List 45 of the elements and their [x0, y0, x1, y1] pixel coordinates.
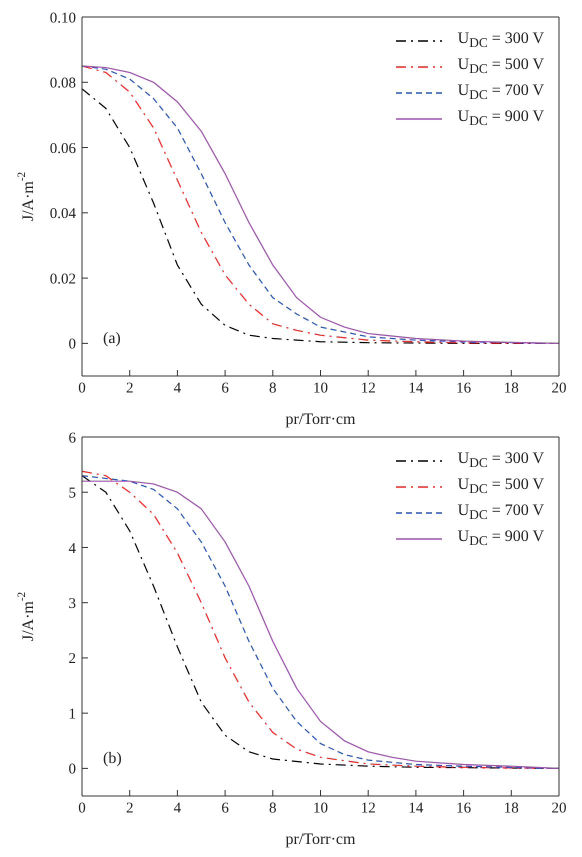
- x-tick-label: 4: [174, 800, 182, 817]
- x-tick-label: 12: [360, 800, 376, 817]
- y-tick-label: 0.06: [50, 140, 76, 157]
- y-tick-label: 1: [68, 706, 76, 722]
- x-tick-label: 20: [552, 380, 566, 397]
- legend-label: U$_{DC}$ = 700 V: [458, 502, 544, 524]
- y-tick-label: 2: [68, 651, 76, 668]
- x-tick-label: 14: [408, 800, 424, 817]
- y-tick-label: 0: [68, 336, 76, 353]
- legend-label: U$_{DC}$ = 500 V: [458, 56, 544, 78]
- x-tick-label: 10: [313, 380, 328, 397]
- legend-label: U$_{DC}$ = 700 V: [458, 82, 544, 104]
- y-tick-label: 0.08: [50, 76, 76, 92]
- annotation: (b): [103, 750, 122, 768]
- x-tick-label: 2: [126, 380, 134, 397]
- y-tick-label: 5: [68, 486, 76, 502]
- x-tick-label: 8: [269, 800, 277, 817]
- x-tick-label: 16: [456, 380, 472, 397]
- x-tick-label: 6: [221, 380, 230, 397]
- y-tick-label: 4: [68, 540, 76, 557]
- x-tick-label: 14: [408, 380, 424, 397]
- x-tick-label: 20: [552, 800, 566, 817]
- x-tick-label: 6: [221, 800, 230, 817]
- y-tick-label: 0.02: [50, 271, 76, 288]
- x-tick-label: 10: [313, 800, 328, 817]
- x-tick-label: 8: [269, 380, 277, 397]
- x-tick-label: 12: [360, 380, 376, 397]
- x-axis-title: pr/Torr·cm: [286, 411, 356, 428]
- x-tick-label: 2: [126, 800, 134, 817]
- x-tick-label: 16: [456, 800, 472, 817]
- legend-label: U$_{DC}$ = 900 V: [458, 528, 544, 550]
- y-tick-label: 0: [68, 762, 76, 778]
- legend-label: U$_{DC}$ = 900 V: [458, 108, 544, 130]
- legend-label: U$_{DC}$ = 300 V: [458, 450, 544, 472]
- x-tick-label: 18: [504, 380, 519, 397]
- x-tick-label: 4: [174, 380, 182, 397]
- x-axis-title: pr/Torr·cm: [286, 831, 356, 848]
- y-tick-label: 3: [68, 596, 76, 612]
- y-tick-label: 0.10: [50, 10, 76, 26]
- annotation: (a): [103, 330, 121, 348]
- legend-label: U$_{DC}$ = 300 V: [458, 30, 544, 52]
- y-tick-label: 0.04: [50, 206, 76, 222]
- legend-label: U$_{DC}$ = 500 V: [458, 476, 544, 498]
- y-tick-label: 6: [68, 430, 76, 446]
- x-tick-label: 18: [504, 800, 519, 817]
